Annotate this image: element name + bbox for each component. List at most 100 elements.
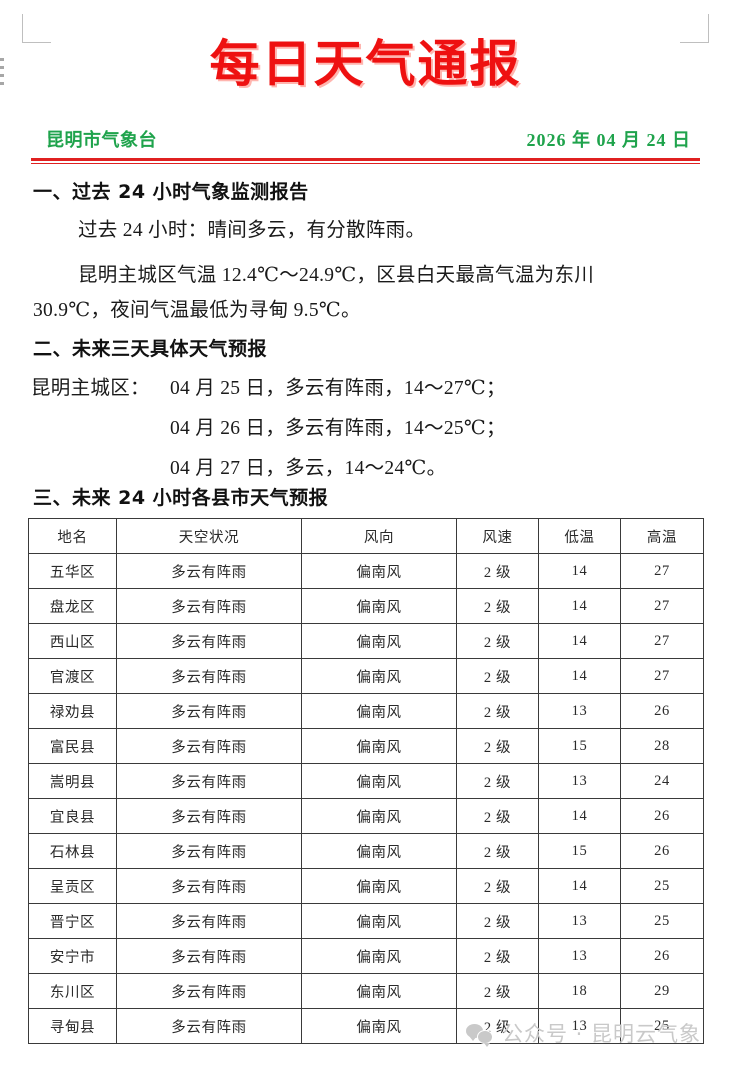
cell-high-temp: 27 [620,658,704,694]
column-header-place: 地名 [28,518,117,554]
cell-place: 嵩明县 [28,763,117,799]
cell-wind-direction: 偏南风 [301,973,457,1009]
cell-wind-direction: 偏南风 [301,623,457,659]
cell-high-temp: 25 [620,868,704,904]
page-edge-artifact [0,58,4,88]
cell-place: 寻甸县 [28,1008,117,1044]
cell-wind-direction: 偏南风 [301,693,457,729]
cell-high-temp: 26 [620,833,704,869]
cell-wind-speed: 2 级 [456,973,539,1009]
issuer-row: 昆明市气象台 2026 年 04 月 24 日 [46,126,691,152]
table-row: 寻甸县 多云有阵雨 偏南风 2 级 13 25 [28,1008,704,1044]
column-header-wind-direction: 风向 [301,518,457,554]
cell-wind-direction: 偏南风 [301,1008,457,1044]
cell-sky: 多云有阵雨 [116,868,302,904]
issuer-name: 昆明市气象台 [46,130,157,150]
cell-place: 呈贡区 [28,868,117,904]
cell-sky: 多云有阵雨 [116,763,302,799]
cell-low-temp: 15 [538,728,621,764]
cell-sky: 多云有阵雨 [116,693,302,729]
cell-high-temp: 28 [620,728,704,764]
cell-low-temp: 14 [538,623,621,659]
cell-high-temp: 29 [620,973,704,1009]
cell-high-temp: 26 [620,938,704,974]
cell-low-temp: 15 [538,833,621,869]
cell-wind-speed: 2 级 [456,763,539,799]
cell-wind-direction: 偏南风 [301,728,457,764]
forecast-region-label: 昆明主城区： [31,378,150,399]
cell-high-temp: 25 [620,903,704,939]
cell-wind-direction: 偏南风 [301,763,457,799]
wechat-icon [465,1023,493,1047]
past-temperature-line-1: 昆明主城区气温 12.4℃～24.9℃，区县白天最高气温为东川 [78,265,595,286]
past-summary-line: 过去 24 小时：晴间多云，有分散阵雨。 [78,220,426,241]
cell-sky: 多云有阵雨 [116,798,302,834]
cell-place: 安宁市 [28,938,117,974]
cell-low-temp: 13 [538,938,621,974]
column-header-low-temp: 低温 [538,518,621,554]
section-heading-county-forecast: 三、未来 24 小时各县市天气预报 [33,487,329,509]
cell-sky: 多云有阵雨 [116,938,302,974]
document-title-container: 每日天气通报 [0,36,731,92]
forecast-day-1: 04 月 25 日，多云有阵雨，14～27℃； [170,378,506,399]
cell-wind-speed: 2 级 [456,623,539,659]
cell-low-temp: 18 [538,973,621,1009]
cell-wind-direction: 偏南风 [301,553,457,589]
cell-low-temp: 14 [538,588,621,624]
cell-wind-direction: 偏南风 [301,903,457,939]
cell-place: 石林县 [28,833,117,869]
cell-wind-speed: 2 级 [456,833,539,869]
cell-wind-speed: 2 级 [456,588,539,624]
document-title: 每日天气通报 [209,34,522,93]
cell-sky: 多云有阵雨 [116,623,302,659]
cell-sky: 多云有阵雨 [116,833,302,869]
cell-wind-speed: 2 级 [456,903,539,939]
cell-wind-speed: 2 级 [456,693,539,729]
cell-wind-speed: 2 级 [456,728,539,764]
table-row: 富民县 多云有阵雨 偏南风 2 级 15 28 [28,728,704,764]
cell-low-temp: 14 [538,798,621,834]
table-row: 五华区 多云有阵雨 偏南风 2 级 14 27 [28,553,704,589]
footer-brand-label: 公众号 · 昆明云气象 [501,1022,701,1046]
table-header-row: 地名 天空状况 风向 风速 低温 高温 [28,518,704,554]
past-temperature-line-2: 30.9℃，夜间气温最低为寻甸 9.5℃。 [33,300,361,321]
section-heading-three-day-forecast: 二、未来三天具体天气预报 [33,338,268,360]
cell-place: 禄劝县 [28,693,117,729]
table-body: 五华区 多云有阵雨 偏南风 2 级 14 27 盘龙区 多云有阵雨 偏南风 2 级 14 27 西山区多… [28,553,704,1044]
column-header-high-temp: 高温 [620,518,704,554]
footer-brand: 公众号 · 昆明云气象 [465,1018,701,1048]
cell-sky: 多云有阵雨 [116,728,302,764]
county-forecast-table: 地名 天空状况 风向 风速 低温 高温 五华区 多云有阵雨 偏南风 2 级 14 27 盘龙… [28,518,704,1044]
cell-high-temp: 27 [620,623,704,659]
cell-wind-direction: 偏南风 [301,868,457,904]
cell-wind-direction: 偏南风 [301,588,457,624]
cell-sky: 多云有阵雨 [116,903,302,939]
cell-wind-speed: 2 级 [456,868,539,904]
cell-place: 宜良县 [28,798,117,834]
issue-date: 2026 年 04 月 24 日 [526,130,691,150]
column-header-sky: 天空状况 [116,518,302,554]
cell-sky: 多云有阵雨 [116,588,302,624]
section-heading-past-observations: 一、过去 24 小时气象监测报告 [33,181,309,203]
cell-wind-direction: 偏南风 [301,798,457,834]
cell-place: 西山区 [28,623,117,659]
header-divider-rule [31,158,700,164]
cell-wind-speed: 2 级 [456,658,539,694]
table-row: 官渡区 多云有阵雨 偏南风 2 级 14 27 [28,658,704,694]
cell-wind-speed: 2 级 [456,938,539,974]
cell-low-temp: 14 [538,868,621,904]
cell-place: 晋宁区 [28,903,117,939]
cell-low-temp: 14 [538,658,621,694]
forecast-day-3: 04 月 27 日，多云，14～24℃。 [170,458,447,479]
table-row: 安宁市 多云有阵雨 偏南风 2 级 13 26 [28,938,704,974]
forecast-day-2: 04 月 26 日，多云有阵雨，14～25℃； [170,418,506,439]
cell-low-temp: 13 [538,903,621,939]
column-header-wind-speed: 风速 [456,518,539,554]
cell-high-temp: 26 [620,693,704,729]
cell-wind-speed: 2 级 [456,553,539,589]
cell-wind-direction: 偏南风 [301,938,457,974]
cell-place: 盘龙区 [28,588,117,624]
cell-wind-speed: 2 级 [456,798,539,834]
cell-place: 官渡区 [28,658,117,694]
cell-high-temp: 27 [620,588,704,624]
